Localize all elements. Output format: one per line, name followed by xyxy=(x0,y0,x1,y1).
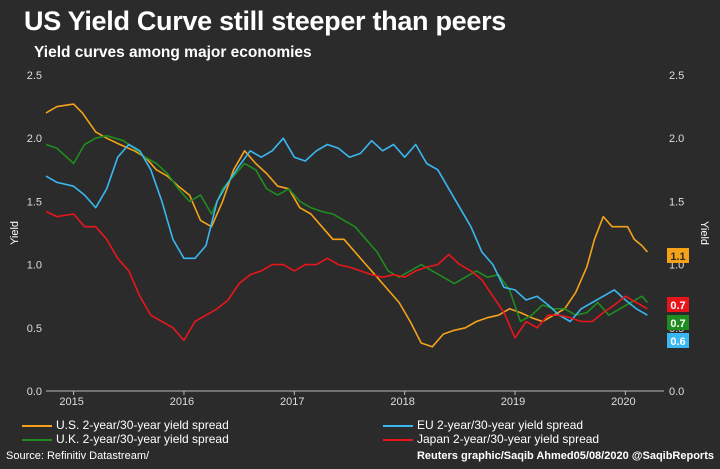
legend-swatch-us xyxy=(22,424,52,427)
legend-label-uk: U.K. 2-year/30-year yield spread xyxy=(56,432,229,446)
y-tick-label-left: 2.0 xyxy=(27,133,42,145)
x-tick-label: 2015 xyxy=(59,396,83,408)
series-line-4 xyxy=(45,210,648,342)
y-tick-label-left: 2.5 xyxy=(27,70,42,82)
legend-swatch-japan xyxy=(383,438,413,441)
x-tick-label: 2020 xyxy=(611,396,635,408)
legend-item-eu: EU 2-year/30-year yield spread xyxy=(383,418,583,432)
legend-item-uk: U.K. 2-year/30-year yield spread xyxy=(22,432,229,446)
end-value-box xyxy=(667,297,689,312)
y-tick-label-left: 0.5 xyxy=(27,323,42,335)
y-axis-title-right: Yield xyxy=(698,221,710,245)
x-tick-label: 2019 xyxy=(501,396,525,408)
y-tick-label-right: 0.0 xyxy=(669,386,684,398)
legend-swatch-uk xyxy=(22,438,52,441)
x-tick-label: 2017 xyxy=(280,396,304,408)
x-tick-label: 2016 xyxy=(170,396,194,408)
legend-label-eu: EU 2-year/30-year yield spread xyxy=(417,418,584,432)
legend-label-us: U.S. 2-year/30-year yield spread xyxy=(56,418,229,432)
end-value-label: 0.6 xyxy=(670,336,685,348)
y-axis-title-left: Yield xyxy=(9,221,21,245)
legend-item-us: U.S. 2-year/30-year yield spread xyxy=(22,418,229,432)
end-value-box xyxy=(667,333,689,348)
y-tick-label-left: 1.5 xyxy=(27,196,42,208)
y-tick-label-right: 1.5 xyxy=(669,196,684,208)
legend-label-japan: Japan 2-year/30-year yield spread xyxy=(417,432,600,446)
legend-swatch-eu xyxy=(383,424,413,427)
end-value-box xyxy=(667,248,689,263)
series-line-1 xyxy=(45,103,649,348)
y-tick-label-right: 2.0 xyxy=(669,133,684,145)
end-value-label: 1.1 xyxy=(670,251,685,263)
chart-title: US Yield Curve still steeper than peers xyxy=(24,6,506,36)
series-line-3 xyxy=(45,137,648,323)
x-tick-label: 2018 xyxy=(390,396,414,408)
chart-subtitle: Yield curves among major economies xyxy=(34,44,312,61)
source-note: Source: Refinitiv Datastream/ xyxy=(6,450,150,462)
credit-note: Reuters graphic/Saqib Ahmed05/08/2020 @S… xyxy=(416,450,714,462)
end-value-label: 0.7 xyxy=(670,318,685,330)
y-tick-label-right: 2.5 xyxy=(669,70,684,82)
end-value-label: 0.7 xyxy=(670,300,685,312)
series-line-2 xyxy=(45,134,649,323)
end-value-box xyxy=(667,315,689,330)
y-tick-label-left: 0.0 xyxy=(27,386,42,398)
legend-item-japan: Japan 2-year/30-year yield spread xyxy=(383,432,599,446)
y-tick-label-left: 1.0 xyxy=(27,260,42,272)
